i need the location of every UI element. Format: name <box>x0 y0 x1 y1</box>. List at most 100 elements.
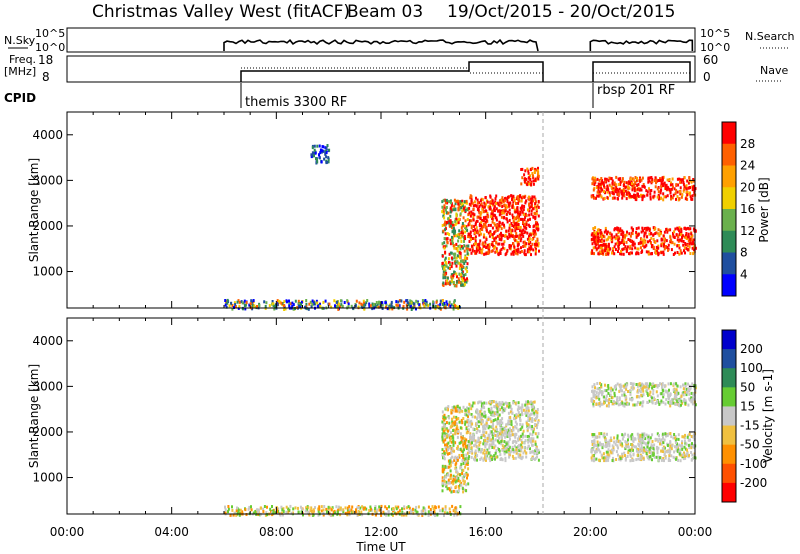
echo-cell <box>615 458 618 461</box>
echo-cell <box>458 217 461 221</box>
echo-cell <box>286 300 288 304</box>
echo-cell <box>660 251 663 255</box>
echo-cell <box>312 513 315 517</box>
echo-cell <box>636 187 639 191</box>
echo-cell <box>629 453 632 457</box>
echo-cell <box>652 245 655 249</box>
echo-cell <box>616 382 619 386</box>
echo-cell <box>623 393 626 397</box>
echo-cell <box>318 505 321 509</box>
echo-cell <box>594 176 597 180</box>
echo-cell <box>457 479 460 483</box>
echo-cell <box>476 458 478 462</box>
echo-cell <box>516 226 519 230</box>
echo-cell <box>654 384 657 388</box>
echo-cell <box>449 510 452 514</box>
echo-cell <box>450 450 452 454</box>
echo-cell <box>459 505 462 509</box>
echo-cell <box>350 304 353 308</box>
echo-cell <box>523 212 525 216</box>
echo-cell <box>616 400 619 404</box>
echo-cell <box>623 183 625 187</box>
echo-cell <box>593 186 596 190</box>
echo-cell <box>619 456 622 460</box>
echo-cell <box>470 439 473 443</box>
echo-cell <box>321 149 324 153</box>
echo-cell <box>449 281 452 285</box>
echo-cell <box>344 506 347 510</box>
echo-cell <box>532 199 535 203</box>
echo-cell <box>457 417 460 420</box>
echo-cell <box>450 473 452 477</box>
echo-cell <box>453 256 456 260</box>
echo-cell <box>536 204 539 208</box>
echo-cell <box>623 180 626 184</box>
echo-cell <box>445 221 448 224</box>
echo-cell <box>448 487 451 491</box>
echo-cell <box>443 223 446 226</box>
echo-cell <box>687 403 690 407</box>
echo-cell <box>459 236 462 240</box>
echo-cell <box>471 244 473 248</box>
echo-cell <box>479 458 482 461</box>
echo-cell <box>319 304 322 308</box>
echo-cell <box>691 382 694 386</box>
echo-cell <box>454 406 457 410</box>
echo-cell <box>480 249 483 253</box>
echo-cell <box>621 191 624 195</box>
echo-cell <box>657 455 660 459</box>
echo-cell <box>600 252 603 255</box>
echo-cell <box>639 449 642 453</box>
echo-cell <box>518 407 520 411</box>
echo-cell <box>495 207 498 211</box>
echo-cell <box>685 442 688 446</box>
echo-cell <box>515 441 518 444</box>
echo-cell <box>384 505 387 509</box>
echo-cell <box>457 447 460 451</box>
echo-cell <box>685 191 688 194</box>
echo-cell <box>687 387 690 391</box>
echo-cell <box>466 456 469 460</box>
echo-cell <box>519 239 522 243</box>
echo-cell <box>451 421 454 425</box>
echo-cell <box>534 243 537 247</box>
echo-cell <box>650 232 653 236</box>
echo-cell <box>397 300 400 304</box>
echo-cell <box>529 240 532 244</box>
echo-cell <box>671 196 674 200</box>
echo-cell <box>678 177 681 181</box>
echo-cell <box>302 513 304 517</box>
echo-cell <box>468 219 471 223</box>
echo-cell <box>232 513 235 517</box>
echo-cell <box>681 435 684 439</box>
echo-cell <box>605 247 608 251</box>
echo-cell <box>489 400 492 404</box>
echo-cell <box>651 384 654 388</box>
echo-cell <box>390 302 393 306</box>
echo-cell <box>595 232 597 236</box>
echo-cell <box>449 304 452 308</box>
echo-cell <box>641 184 644 188</box>
echo-cell <box>618 389 621 393</box>
echo-cell <box>444 264 447 268</box>
echo-cell <box>537 166 539 170</box>
echo-cell <box>456 470 459 474</box>
echo-cell <box>512 196 515 200</box>
echo-cell <box>505 423 508 427</box>
power-colorbar-tick: 28 <box>740 137 755 151</box>
echo-cell <box>646 392 649 395</box>
echo-cell <box>444 269 447 273</box>
echo-cell <box>600 186 603 190</box>
echo-cell <box>483 233 486 237</box>
echo-cell <box>685 454 688 458</box>
echo-cell <box>485 451 488 455</box>
echo-cell <box>656 195 659 199</box>
echo-cell <box>500 198 503 202</box>
echo-cell <box>684 447 687 451</box>
echo-cell <box>464 422 467 426</box>
echo-cell <box>534 418 537 422</box>
echo-cell <box>463 249 466 253</box>
echo-cell <box>606 186 609 190</box>
echo-cell <box>504 209 507 213</box>
echo-cell <box>480 232 483 236</box>
